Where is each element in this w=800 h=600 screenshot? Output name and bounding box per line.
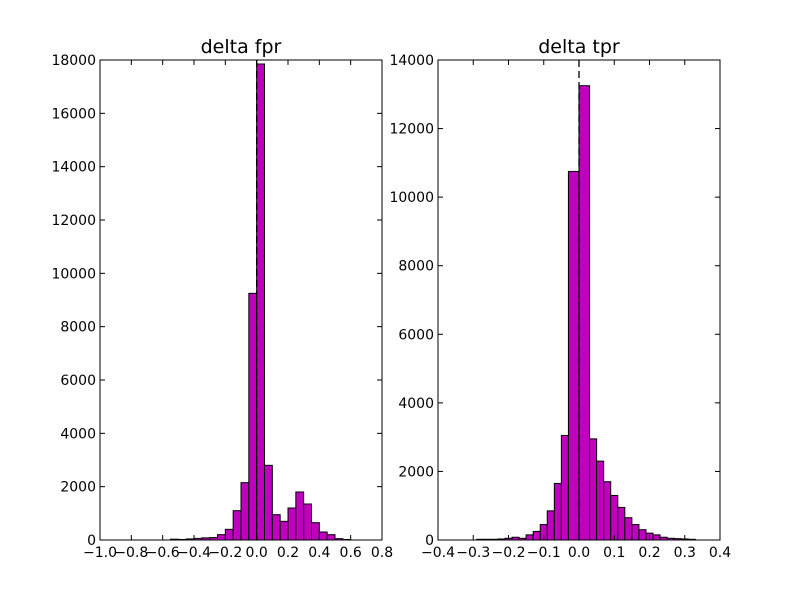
delta-fpr-subplot: delta fpr −1.0−0.8−0.6−0.4−0.2 0.0 0.2 0.4 0… <box>51 36 393 561</box>
histogram-bar <box>624 517 633 541</box>
x-tick-label: 0.2 <box>277 545 299 561</box>
histogram-bar <box>326 534 336 541</box>
histogram-bar <box>264 464 273 541</box>
y-tick-label: 18000 <box>51 53 96 69</box>
x-tick-label: 0.6 <box>340 545 362 561</box>
x-tick-label: 0.3 <box>674 545 696 561</box>
histogram-bar <box>596 460 605 541</box>
x-tick-label: 0.1 <box>603 545 625 561</box>
y-tick-label: 0 <box>425 533 434 549</box>
histogram-bar <box>532 530 541 541</box>
y-tick-label: 10000 <box>51 266 96 282</box>
x-tick-label: 0.0 <box>246 545 268 561</box>
y-tick-label: 2000 <box>60 480 96 496</box>
x-tick-label: 0.2 <box>638 545 660 561</box>
y-tick-label: 12000 <box>389 122 434 138</box>
y-tick-label: 10000 <box>389 190 434 206</box>
x-tick-label: 0.4 <box>308 545 330 561</box>
y-tick-label: 2000 <box>398 464 434 480</box>
histogram-bar <box>560 434 569 541</box>
delta-tpr-subplot: delta tpr −0.4 −0.3 −0.2 −0.1 0.0 0.1 0.2 0.3 0.… <box>389 36 731 561</box>
x-tick-label: 0.8 <box>371 545 393 561</box>
x-tick-label: 0.0 <box>568 545 590 561</box>
y-tick-label: 16000 <box>51 106 96 122</box>
histogram-bar <box>553 482 562 541</box>
y-tick-label: 4000 <box>60 426 96 442</box>
histogram-bar <box>318 531 328 541</box>
histogram-bar <box>295 491 305 541</box>
y-tick-label: 4000 <box>398 396 434 412</box>
subplot-title: delta tpr <box>538 36 620 58</box>
axes-frame <box>99 59 383 541</box>
x-tick-label: 0.4 <box>709 545 731 561</box>
x-tick-label: −1.0 <box>83 545 117 561</box>
histogram-bar <box>638 529 647 541</box>
histogram-bar <box>589 438 598 541</box>
x-axis-ticks: −1.0−0.8−0.6−0.4−0.2 0.0 0.2 0.4 0.6 0.8 <box>83 60 393 561</box>
subplot-title: delta fpr <box>201 36 282 58</box>
histogram-bar <box>217 534 226 541</box>
histogram-bar <box>248 292 258 541</box>
histogram-bar <box>578 85 591 541</box>
histogram-bar <box>271 514 281 541</box>
histogram-bar <box>631 524 640 541</box>
histogram-bar <box>603 481 612 541</box>
y-tick-label: 14000 <box>389 53 434 69</box>
y-tick-label: 12000 <box>51 213 96 229</box>
y-axis-ticks: 0 2000 4000 6000 8000 10000 12000 14000 <box>389 53 720 549</box>
y-tick-label: 6000 <box>60 373 96 389</box>
histogram-bar <box>224 528 234 541</box>
histogram-bar <box>279 520 289 541</box>
x-tick-label: −0.4 <box>177 545 211 561</box>
y-tick-label: 6000 <box>398 327 434 343</box>
histogram-bar <box>525 534 534 541</box>
histogram-bar <box>546 510 555 541</box>
y-tick-label: 8000 <box>60 320 96 336</box>
histogram-bar <box>652 534 661 541</box>
x-tick-label: −0.2 <box>492 545 526 561</box>
histogram-bar <box>610 494 619 541</box>
x-tick-label: −0.2 <box>208 545 242 561</box>
x-tick-label: −0.4 <box>421 545 455 561</box>
y-axis-ticks: 0 2000 4000 6000 8000 10000 12000 14000 16000 180… <box>51 53 382 549</box>
histogram-bar <box>311 522 320 541</box>
histogram-bar <box>240 482 250 541</box>
x-tick-label: −0.8 <box>114 545 148 561</box>
x-axis-ticks: −0.4 −0.3 −0.2 −0.1 0.0 0.1 0.2 0.3 0.4 <box>421 60 731 561</box>
histogram-bar <box>617 506 626 541</box>
histogram-bar <box>232 510 242 541</box>
histogram-bar <box>287 507 297 541</box>
x-tick-label: −0.3 <box>456 545 490 561</box>
y-tick-label: 14000 <box>51 160 96 176</box>
histogram-bar <box>256 63 266 541</box>
y-tick-label: 0 <box>87 533 96 549</box>
histogram-bars <box>476 85 696 541</box>
x-tick-label: −0.6 <box>146 545 180 561</box>
histogram-bar <box>303 503 313 541</box>
y-tick-label: 8000 <box>398 259 434 275</box>
histogram-bar <box>567 170 580 541</box>
x-tick-label: −0.1 <box>527 545 561 561</box>
